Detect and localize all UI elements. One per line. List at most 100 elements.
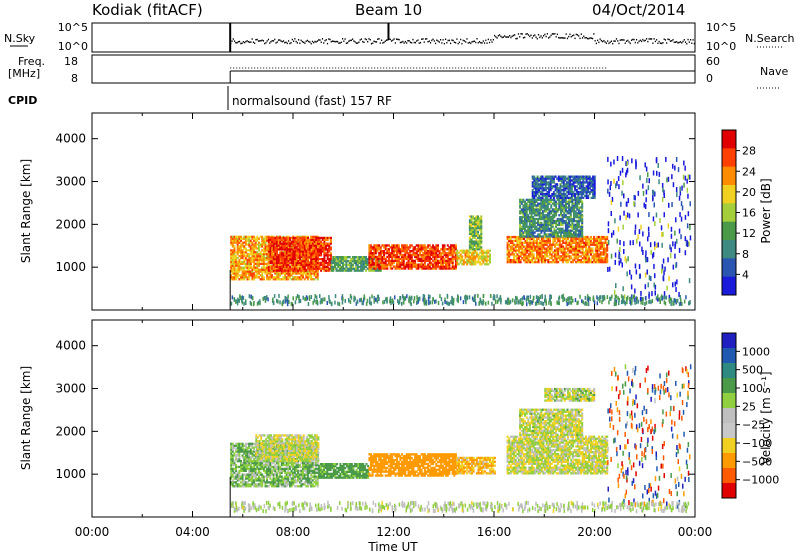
heatmap-cell bbox=[574, 175, 577, 178]
heatmap-cell bbox=[277, 265, 280, 268]
heatmap-cell bbox=[371, 246, 374, 249]
heatmap-cell bbox=[577, 231, 580, 234]
heatmap-cell bbox=[549, 189, 552, 192]
heatmap-cell bbox=[627, 198, 630, 203]
heatmap-cell bbox=[543, 179, 546, 182]
heatmap-cell bbox=[396, 263, 399, 266]
heatmap-cell bbox=[464, 261, 467, 264]
heatmap-cell bbox=[522, 198, 525, 201]
heatmap-cell bbox=[599, 251, 602, 254]
heatmap-cell bbox=[302, 236, 305, 240]
heatmap-cell bbox=[524, 255, 527, 258]
heatmap-cell bbox=[546, 194, 549, 198]
heatmap-cell bbox=[427, 246, 430, 249]
heatmap-cell bbox=[240, 276, 242, 279]
heatmap-cell bbox=[527, 255, 530, 258]
heatmap-cell bbox=[373, 244, 376, 247]
heatmap-cell bbox=[318, 236, 321, 240]
nsky-point bbox=[480, 41, 482, 44]
heatmap-cell bbox=[316, 242, 319, 245]
heatmap-cell bbox=[312, 265, 314, 268]
heatmap-cell bbox=[509, 261, 512, 264]
heatmap-cell bbox=[248, 266, 251, 269]
heatmap-cell bbox=[570, 255, 573, 258]
heatmap-cell bbox=[525, 219, 528, 223]
heatmap-cell bbox=[274, 276, 277, 279]
heatmap-cell bbox=[475, 251, 478, 254]
heatmap-cell bbox=[254, 274, 257, 277]
heatmap-cell bbox=[572, 183, 575, 186]
heatmap-cell bbox=[607, 240, 610, 245]
heatmap-cell bbox=[396, 267, 399, 270]
heatmap-cell bbox=[625, 172, 627, 178]
heatmap-cell bbox=[591, 241, 594, 244]
heatmap-cell bbox=[569, 185, 572, 188]
nsky-point bbox=[408, 40, 410, 42]
heatmap-cell bbox=[571, 233, 574, 236]
heatmap-cell bbox=[412, 252, 415, 255]
nsky-point bbox=[537, 34, 540, 36]
heatmap-cell bbox=[593, 253, 596, 256]
heatmap-cell bbox=[530, 235, 533, 238]
heatmap-cell bbox=[335, 269, 338, 272]
heatmap-cell bbox=[334, 258, 336, 261]
heatmap-cell bbox=[549, 239, 551, 243]
heatmap-cell bbox=[634, 288, 636, 294]
heatmap-cell bbox=[289, 238, 292, 241]
heatmap-cell bbox=[577, 235, 580, 238]
heatmap-cell bbox=[570, 196, 573, 199]
heatmap-cell bbox=[371, 257, 374, 261]
heatmap-cell bbox=[302, 267, 305, 270]
heatmap-cell bbox=[345, 269, 348, 272]
nsky-point bbox=[350, 39, 352, 42]
heatmap-cell bbox=[576, 249, 579, 252]
heatmap-cell bbox=[368, 269, 371, 272]
heatmap-cell bbox=[410, 250, 413, 253]
heatmap-cell bbox=[594, 239, 597, 243]
heatmap-cell bbox=[559, 175, 562, 178]
heatmap-cell bbox=[586, 237, 589, 241]
nsky-point bbox=[257, 40, 260, 42]
heatmap-cell bbox=[441, 261, 444, 264]
heatmap-cell bbox=[271, 265, 274, 268]
heatmap-cell bbox=[454, 253, 457, 257]
heatmap-cell bbox=[323, 250, 326, 253]
heatmap-cell bbox=[251, 278, 254, 281]
heatmap-cell bbox=[573, 247, 576, 250]
heatmap-cell bbox=[524, 261, 527, 264]
heatmap-cell bbox=[425, 246, 428, 249]
heatmap-cell bbox=[266, 258, 269, 262]
heatmap-cell bbox=[538, 198, 541, 201]
heatmap-cell bbox=[279, 278, 282, 281]
heatmap-cell bbox=[308, 252, 311, 255]
heatmap-cell bbox=[305, 261, 308, 265]
heatmap-cell bbox=[526, 239, 529, 243]
heatmap-cell bbox=[506, 251, 509, 254]
nsky-point bbox=[615, 38, 618, 40]
heatmap-cell bbox=[338, 259, 341, 263]
heatmap-cell bbox=[269, 244, 272, 247]
heatmap-cell bbox=[266, 256, 269, 260]
heatmap-cell bbox=[645, 197, 647, 203]
heatmap-cell bbox=[376, 244, 379, 247]
nsky-point bbox=[453, 41, 455, 44]
heatmap-cell bbox=[571, 202, 574, 205]
heatmap-cell bbox=[410, 265, 413, 268]
heatmap-cell bbox=[537, 245, 540, 248]
heatmap-cell bbox=[589, 239, 592, 243]
heatmap-cell bbox=[548, 221, 551, 225]
heatmap-cell bbox=[290, 236, 293, 240]
heatmap-cell bbox=[289, 272, 291, 275]
heatmap-cell bbox=[528, 223, 531, 226]
heatmap-cell bbox=[302, 250, 305, 253]
heatmap-cell bbox=[337, 256, 340, 259]
heatmap-cell bbox=[578, 237, 581, 241]
heatmap-cell bbox=[601, 237, 604, 241]
heatmap-cell bbox=[275, 274, 278, 277]
heatmap-cell bbox=[537, 221, 540, 225]
heatmap-cell bbox=[422, 246, 425, 249]
heatmap-cell bbox=[535, 212, 538, 215]
heatmap-cell bbox=[542, 241, 545, 244]
nsky-point bbox=[267, 38, 270, 41]
heatmap-cell bbox=[576, 221, 579, 225]
